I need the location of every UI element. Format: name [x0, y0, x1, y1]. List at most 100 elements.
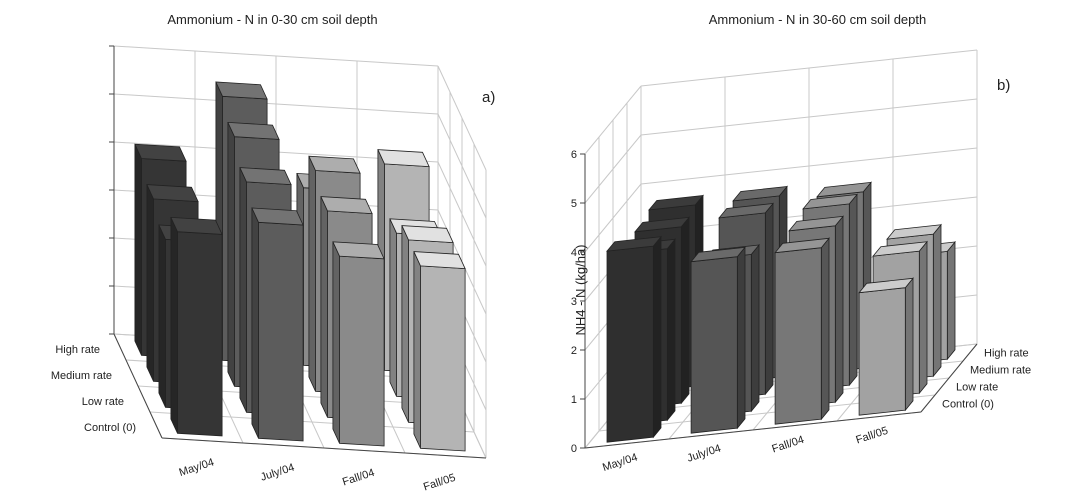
category-label: Fall/05	[855, 425, 890, 447]
bar-side	[666, 238, 676, 422]
chart-b-title: Ammonium - N in 30-60 cm soil depth	[708, 12, 927, 27]
bar-top	[377, 149, 430, 168]
bar-top	[648, 194, 704, 211]
bar-side	[239, 167, 247, 413]
bar-top	[146, 184, 199, 203]
bar-side	[332, 241, 340, 444]
bar-side	[904, 277, 914, 412]
series-label: Medium rate	[970, 365, 1031, 377]
chart-b-y-axis-label: NH4 - N (kg/ha)	[573, 244, 588, 335]
series-label: Low rate	[956, 382, 998, 394]
bar-top	[816, 181, 872, 198]
bar-top	[413, 251, 466, 270]
bar-side	[932, 223, 942, 378]
wall-gridline	[584, 134, 642, 204]
category-label: July/04	[259, 462, 296, 484]
bar	[251, 207, 304, 442]
bar	[774, 237, 830, 425]
bar-side	[308, 156, 316, 392]
bar-side	[820, 237, 830, 421]
wall-gridline	[437, 161, 487, 267]
bar-top	[718, 202, 774, 219]
bar-top	[320, 196, 373, 215]
bar	[690, 246, 746, 434]
z-tick-label: 1	[571, 394, 577, 406]
bar-side	[320, 196, 328, 418]
z-tick-label: 2	[571, 345, 577, 357]
series-label: Control (0)	[942, 399, 994, 411]
bar-top	[401, 225, 454, 244]
chart-a: Ammonium - N in 0-30 cm soil depth May/0…	[51, 12, 495, 491]
bar	[606, 235, 662, 443]
bar	[413, 251, 466, 452]
z-tick-label: 0	[571, 443, 577, 455]
bar-side	[413, 251, 421, 449]
wall-gridline	[584, 183, 642, 253]
wall-gridline	[640, 49, 978, 87]
bar-top	[872, 241, 928, 257]
bar-side	[652, 235, 662, 439]
bar-side	[736, 246, 746, 430]
bar-side	[401, 225, 409, 423]
bar-side	[750, 243, 760, 413]
chart-b: Ammonium - N in 30-60 cm soil depth 0 1 2 3…	[545, 0, 1090, 491]
bar-front	[420, 265, 466, 452]
bar-side	[680, 216, 690, 405]
series-axis-line	[920, 343, 978, 413]
bar-side	[146, 184, 154, 382]
bar-top	[239, 167, 292, 186]
bar-top	[634, 216, 690, 233]
chart-a-plot: May/04 July/04 Fall/04 Fall/05 Control (0) Lo…	[51, 45, 495, 491]
bar-side	[227, 122, 235, 387]
bar-top	[732, 185, 788, 202]
wall-gridline	[640, 147, 978, 185]
bar-side	[389, 218, 397, 397]
bar-side	[834, 215, 844, 404]
bar-top	[802, 193, 858, 210]
bar-front	[774, 247, 822, 425]
bar-front	[606, 245, 654, 443]
bar-top	[886, 224, 942, 240]
bar-top	[332, 241, 385, 260]
bar-front	[258, 221, 304, 442]
bar-top	[134, 143, 187, 162]
chart-a-title: Ammonium - N in 0-30 cm soil depth	[167, 12, 378, 27]
x-axis-line	[161, 437, 487, 459]
bar-side	[158, 224, 166, 408]
bar-front	[858, 287, 906, 416]
category-label: May/04	[601, 451, 639, 474]
bar-top	[227, 121, 280, 140]
bar-side	[251, 207, 259, 439]
wall-gridline	[640, 98, 978, 136]
series-axis-line	[113, 333, 163, 439]
bar-front	[690, 256, 738, 434]
bar-top	[858, 277, 914, 294]
bar-top	[170, 216, 223, 235]
category-label: May/04	[178, 456, 216, 479]
bar-side	[848, 193, 858, 387]
wall-gridline	[437, 113, 487, 219]
category-label: Fall/05	[422, 472, 457, 491]
bar-side	[170, 217, 178, 434]
bar-side	[764, 202, 774, 396]
bar-front	[177, 231, 223, 437]
bar-top	[788, 215, 844, 232]
bar-front	[339, 255, 385, 447]
x-axis-line	[584, 411, 922, 449]
bar-top	[251, 207, 304, 226]
series-label: High rate	[984, 348, 1029, 360]
bar-top	[774, 237, 830, 254]
bar-top	[308, 155, 361, 174]
wall-gridline	[437, 65, 487, 171]
series-label: Medium rate	[51, 370, 112, 382]
wall-gridline	[584, 85, 642, 155]
wall-gridline	[113, 93, 439, 115]
z-tick-label: 3	[571, 296, 577, 308]
chart-b-panel-label: b)	[997, 77, 1010, 94]
series-label: Control (0)	[84, 422, 136, 434]
bar	[170, 216, 223, 437]
z-tick-label: 5	[571, 198, 577, 210]
wall-gridline	[113, 45, 439, 67]
chart-a-panel-label: a)	[482, 89, 495, 106]
bar-side	[946, 240, 956, 361]
